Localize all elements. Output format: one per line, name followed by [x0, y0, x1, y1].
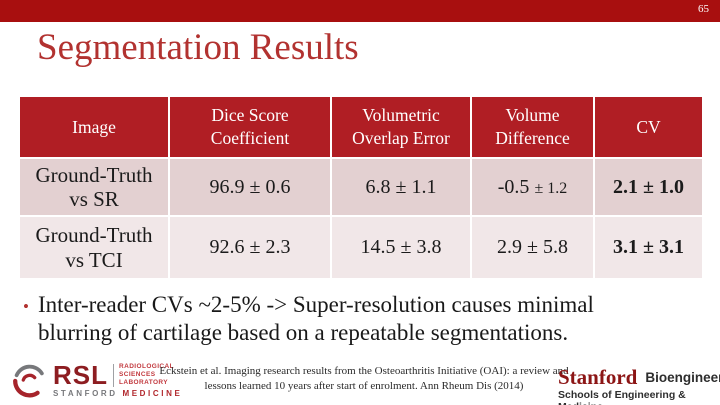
rsl-swirl-icon [13, 364, 44, 398]
table-row: Ground-Truth vs SR 96.9 ± 0.6 6.8 ± 1.1 … [18, 157, 704, 217]
rsl-logo: RSL RADIOLOGICAL SCIENCES LABORATORY STA… [10, 361, 182, 399]
rsl-org-line3: LABORATORY [119, 379, 169, 387]
slide-number: 65 [698, 3, 709, 15]
volume-diff-uncertainty: ± 1.2 [534, 179, 568, 197]
col-header-overlap-error: Volumetric Overlap Error [330, 95, 472, 159]
image-label-line1: Ground-Truth [35, 162, 153, 187]
stanford-bioengineering-logo: Stanford Bioengineering Schools of Engin… [558, 365, 720, 405]
cell-image: Ground-Truth vs SR [18, 157, 170, 217]
cell-dice: 92.6 ± 2.3 [168, 215, 332, 280]
volume-diff-value: -0.5 [497, 175, 530, 198]
rsl-divider [113, 363, 114, 387]
stanford-medicine-label: STANFORD MEDICINE [53, 389, 182, 398]
image-label-line2: vs TCI [65, 247, 123, 272]
cell-cv: 2.1 ± 1.0 [593, 157, 704, 217]
stanford-division: Bioengineering [645, 370, 720, 385]
cell-image: Ground-Truth vs TCI [18, 215, 170, 280]
stanford-word: STANFORD [53, 389, 118, 398]
citation-line1: Eckstein et al. Imaging research results… [159, 365, 569, 377]
stanford-wordmark: Stanford [558, 365, 638, 389]
citation: Eckstein et al. Imaging research results… [148, 364, 580, 395]
rsl-top-row: RSL RADIOLOGICAL SCIENCES LABORATORY [53, 362, 182, 388]
rsl-acronym: RSL [53, 360, 108, 390]
citation-line2: lessons learned 10 years after start of … [204, 380, 524, 393]
image-label-line1: Ground-Truth [35, 223, 153, 248]
col-header-image: Image [18, 95, 170, 159]
stanford-subtitle: Schools of Engineering & Medicine [558, 389, 686, 405]
rsl-org-line1: RADIOLOGICAL [119, 362, 174, 370]
page-title: Segmentation Results [37, 27, 359, 68]
col-header-dice-score: Dice Score Coefficient [168, 95, 332, 159]
bullet-icon: • [23, 297, 29, 316]
segmentation-results-table: Image Dice Score Coefficient Volumetric … [18, 95, 704, 280]
col-header-cv: CV [593, 95, 704, 159]
rsl-text-block: RSL RADIOLOGICAL SCIENCES LABORATORY STA… [53, 362, 182, 398]
table-row: Ground-Truth vs TCI 92.6 ± 2.3 14.5 ± 3.… [18, 215, 704, 280]
bullet-text-line1: Inter-reader CVs ~2-5% -> Super-resoluti… [38, 292, 594, 317]
image-label-line2: vs SR [69, 187, 119, 211]
cell-overlap: 14.5 ± 3.8 [330, 215, 472, 280]
bullet-text-line2: blurring of cartilage based on a repeata… [38, 320, 569, 346]
rsl-org-name: RADIOLOGICAL SCIENCES LABORATORY [119, 363, 174, 387]
cell-overlap: 6.8 ± 1.1 [330, 157, 472, 217]
table-header-row: Image Dice Score Coefficient Volumetric … [18, 95, 704, 159]
col-header-volume-difference: Volume Difference [470, 95, 595, 159]
cell-volume-diff: 2.9 ± 5.8 [470, 215, 595, 280]
stanford-logo-row: Stanford Bioengineering [558, 365, 720, 389]
conclusion-bullet: • Inter-reader CVs ~2-5% -> Super-resolu… [20, 291, 700, 347]
rsl-org-line2: SCIENCES [119, 370, 156, 378]
volume-diff-value: 2.9 ± 5.8 [497, 236, 568, 258]
cell-volume-diff: -0.5 ± 1.2 [470, 157, 595, 217]
cell-cv: 3.1 ± 3.1 [593, 215, 704, 280]
bullet-text: Inter-reader CVs ~2-5% -> Super-resoluti… [38, 291, 700, 347]
top-bar: 65 [0, 0, 720, 22]
cell-dice: 96.9 ± 0.6 [168, 157, 332, 217]
medicine-word: MEDICINE [122, 389, 183, 398]
